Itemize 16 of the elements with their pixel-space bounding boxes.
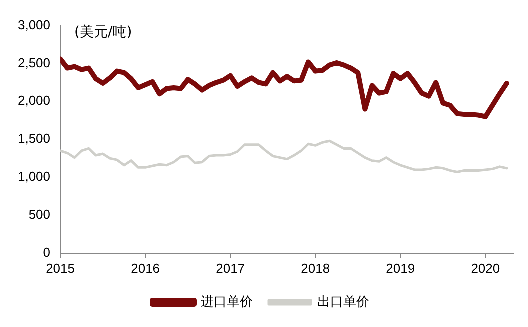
x-tick-label: 2017 [216, 260, 246, 276]
x-tick-label: 2018 [301, 260, 330, 276]
y-tick-label: 3,000 [18, 17, 51, 32]
annotation: (美元/吨) [74, 24, 132, 40]
x-tick-label: 2015 [46, 260, 75, 276]
y-tick-label: 0 [43, 244, 51, 260]
y-tick-label: 2,500 [18, 55, 51, 70]
y-tick-label: 1,500 [18, 131, 51, 146]
x-tick-label: 2016 [131, 260, 160, 276]
legend-label: 进口单价 [201, 294, 253, 310]
x-tick-label: 2020 [471, 260, 500, 276]
y-tick-label: 2,000 [18, 93, 51, 108]
y-tick-label: 1,000 [18, 169, 51, 184]
legend-label: 出口单价 [318, 294, 370, 310]
x-tick-label: 2019 [386, 260, 416, 276]
y-tick-label: 500 [28, 207, 51, 222]
